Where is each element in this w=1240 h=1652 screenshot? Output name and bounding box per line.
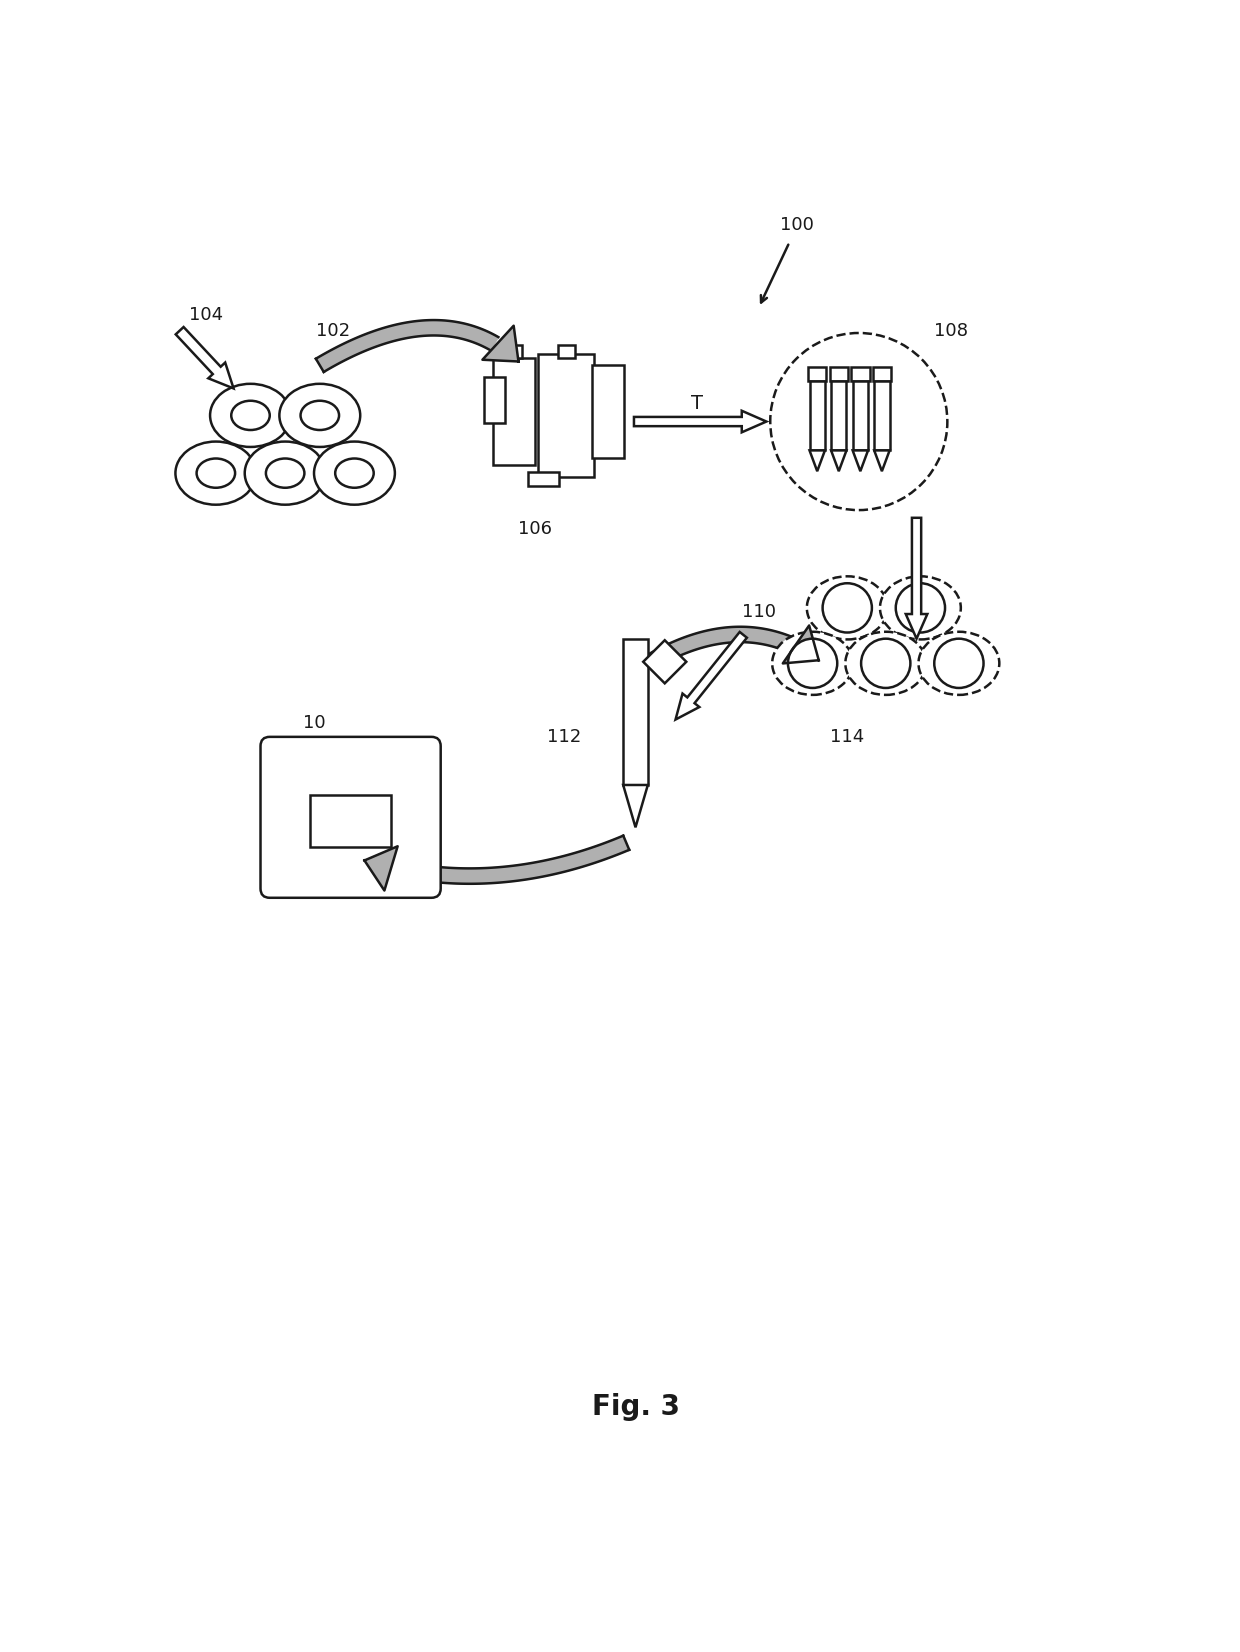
- Polygon shape: [782, 626, 818, 664]
- Bar: [851, 367, 869, 382]
- Bar: [810, 382, 825, 451]
- Bar: [558, 345, 574, 358]
- Polygon shape: [482, 325, 518, 362]
- Polygon shape: [831, 451, 847, 471]
- Bar: [873, 367, 892, 382]
- Polygon shape: [365, 846, 398, 890]
- Ellipse shape: [846, 631, 926, 695]
- Circle shape: [787, 639, 837, 687]
- FancyArrow shape: [676, 633, 746, 720]
- Text: 100: 100: [780, 216, 815, 235]
- Ellipse shape: [807, 577, 888, 639]
- Bar: [310, 795, 391, 847]
- Circle shape: [861, 639, 910, 687]
- Bar: [874, 382, 889, 451]
- Text: T: T: [691, 395, 703, 413]
- Ellipse shape: [300, 401, 339, 430]
- Bar: [528, 472, 558, 486]
- Text: 106: 106: [518, 520, 552, 539]
- Bar: [808, 367, 826, 382]
- Text: 104: 104: [188, 306, 223, 324]
- Ellipse shape: [210, 383, 291, 448]
- Text: 10: 10: [303, 714, 325, 732]
- Polygon shape: [402, 836, 629, 884]
- Polygon shape: [874, 451, 889, 471]
- Bar: [831, 382, 847, 451]
- Bar: [538, 354, 594, 477]
- Ellipse shape: [231, 401, 270, 430]
- Circle shape: [895, 583, 945, 633]
- Polygon shape: [853, 451, 868, 471]
- Bar: [624, 639, 647, 785]
- Circle shape: [822, 583, 872, 633]
- Polygon shape: [624, 785, 647, 828]
- Bar: [506, 345, 522, 358]
- Bar: [853, 382, 868, 451]
- Text: 102: 102: [316, 322, 350, 340]
- FancyBboxPatch shape: [260, 737, 440, 897]
- Bar: [830, 367, 848, 382]
- Polygon shape: [810, 451, 825, 471]
- Ellipse shape: [244, 441, 326, 506]
- Ellipse shape: [265, 459, 304, 487]
- Text: 110: 110: [742, 603, 776, 621]
- Text: Fig. 3: Fig. 3: [591, 1393, 680, 1421]
- Polygon shape: [316, 320, 498, 372]
- FancyArrow shape: [634, 411, 766, 433]
- Circle shape: [934, 639, 983, 687]
- Ellipse shape: [197, 459, 236, 487]
- Ellipse shape: [919, 631, 999, 695]
- Ellipse shape: [175, 441, 257, 506]
- Polygon shape: [647, 626, 799, 669]
- Text: 108: 108: [934, 322, 968, 340]
- FancyArrow shape: [176, 327, 233, 388]
- Ellipse shape: [880, 577, 961, 639]
- Text: 112: 112: [547, 729, 582, 747]
- Text: 114: 114: [830, 729, 864, 747]
- Ellipse shape: [773, 631, 853, 695]
- FancyArrow shape: [905, 517, 928, 639]
- Polygon shape: [644, 641, 686, 684]
- Bar: [492, 357, 534, 466]
- Ellipse shape: [314, 441, 394, 506]
- Ellipse shape: [279, 383, 361, 448]
- Bar: [484, 377, 506, 423]
- Bar: [591, 365, 624, 458]
- Ellipse shape: [335, 459, 373, 487]
